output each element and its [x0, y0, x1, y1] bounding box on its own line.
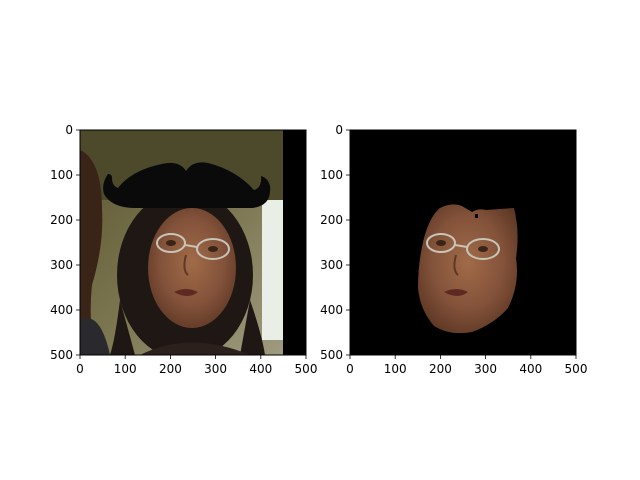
left-x-tick-label: 200 — [159, 362, 182, 376]
right-mask-image — [350, 130, 576, 355]
left-photo-image — [80, 130, 306, 355]
right-y-tick-label: 100 — [320, 168, 343, 182]
left-y-tick-label: 100 — [50, 168, 73, 182]
right-x-axis: 0 100 200 300 400 500 — [346, 355, 587, 376]
right-y-tick-label: 200 — [320, 213, 343, 227]
right-x-tick-label: 500 — [565, 362, 588, 376]
left-x-tick-label: 500 — [295, 362, 318, 376]
right-y-tick-label: 0 — [335, 123, 343, 137]
left-y-tick-label: 0 — [65, 123, 73, 137]
right-panel: 0 100 200 300 400 500 0 100 200 300 400 500 — [320, 123, 587, 376]
left-x-tick-label: 300 — [204, 362, 227, 376]
left-y-axis: 0 100 200 300 400 500 — [50, 123, 80, 362]
right-x-tick-label: 300 — [474, 362, 497, 376]
left-x-axis: 0 100 200 300 400 500 — [76, 355, 317, 376]
left-x-tick-label: 400 — [249, 362, 272, 376]
left-x-tick-label: 0 — [76, 362, 84, 376]
right-x-tick-label: 100 — [384, 362, 407, 376]
left-y-tick-label: 500 — [50, 348, 73, 362]
right-x-tick-label: 200 — [429, 362, 452, 376]
right-x-tick-label: 0 — [346, 362, 354, 376]
left-x-tick-label: 100 — [114, 362, 137, 376]
right-y-axis: 0 100 200 300 400 500 — [320, 123, 350, 362]
left-y-tick-label: 200 — [50, 213, 73, 227]
right-y-tick-label: 500 — [320, 348, 343, 362]
right-y-tick-label: 300 — [320, 258, 343, 272]
mustache-overlay — [103, 162, 271, 208]
left-panel: 0 100 200 300 400 500 0 100 200 300 400 500 — [50, 123, 317, 376]
left-y-tick-label: 300 — [50, 258, 73, 272]
right-y-tick-label: 400 — [320, 303, 343, 317]
right-x-tick-label: 400 — [519, 362, 542, 376]
left-y-tick-label: 400 — [50, 303, 73, 317]
